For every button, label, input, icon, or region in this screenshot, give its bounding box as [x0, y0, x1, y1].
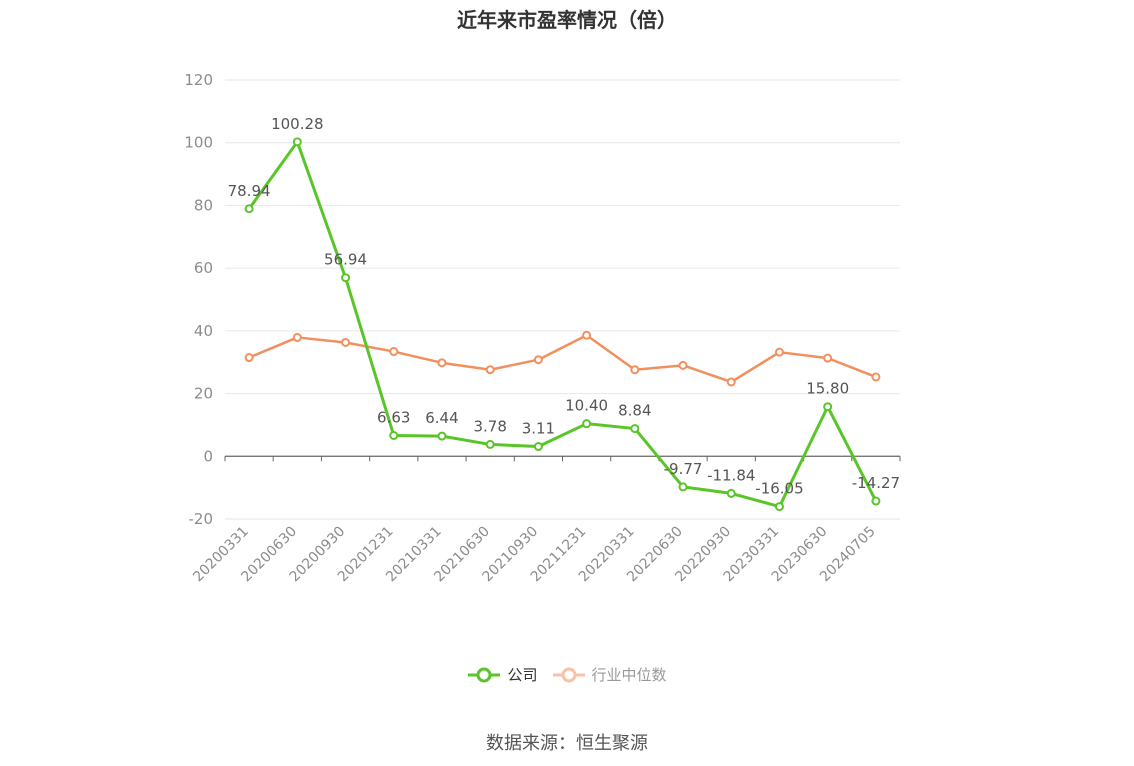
data-source-note: 数据来源：恒生聚源	[486, 733, 648, 754]
data-point-industry	[871, 372, 881, 382]
data-point-industry	[389, 347, 399, 357]
chart-legend: 公司 行业中位数	[0, 664, 1134, 685]
data-point-industry	[341, 337, 351, 347]
data-label-company: 100.28	[271, 115, 324, 133]
data-label-company: 6.44	[425, 409, 458, 427]
data-point-company	[292, 137, 302, 147]
data-label-company: -14.27	[852, 474, 900, 492]
data-point-industry	[437, 358, 447, 368]
data-point-company	[582, 419, 592, 429]
data-label-company: 6.63	[377, 408, 410, 426]
legend-label-company: 公司	[507, 666, 538, 684]
legend-label-industry: 行业中位数	[591, 666, 667, 684]
data-point-company	[244, 204, 254, 214]
data-label-company: 3.78	[473, 417, 506, 435]
y-tick-label: 120	[184, 71, 213, 89]
legend-item-company[interactable]: 公司	[467, 664, 538, 685]
data-point-company	[678, 482, 688, 492]
data-point-industry	[774, 347, 784, 357]
data-point-company	[630, 424, 640, 434]
y-tick-label: 80	[194, 196, 213, 214]
line-chart: -200204060801001202020033120200630202009…	[184, 71, 901, 585]
data-label-company: -9.77	[664, 460, 703, 478]
data-point-company	[437, 431, 447, 441]
data-label-company: 78.94	[228, 182, 271, 200]
data-point-industry	[582, 330, 592, 340]
data-point-company	[823, 402, 833, 412]
data-point-company	[774, 502, 784, 512]
y-tick-label: -20	[189, 510, 214, 528]
data-point-company	[726, 488, 736, 498]
series-line-company	[247, 140, 878, 509]
legend-line-circle-icon	[468, 667, 501, 682]
data-point-company	[389, 430, 399, 440]
data-point-company	[533, 442, 543, 452]
data-point-company	[871, 496, 881, 506]
data-label-company: 8.84	[618, 402, 651, 420]
data-label-company: 3.11	[522, 420, 555, 438]
data-label-company: 15.80	[806, 380, 849, 398]
data-label-company: 56.94	[324, 251, 367, 269]
data-point-industry	[630, 365, 640, 375]
data-label-company: 10.40	[565, 397, 608, 415]
data-point-industry	[485, 365, 495, 375]
data-label-company: -11.84	[707, 466, 755, 484]
legend-item-industry[interactable]: 行业中位数	[552, 664, 667, 685]
data-label-company: -16.05	[755, 480, 803, 498]
data-point-industry	[292, 332, 302, 342]
data-point-industry	[678, 360, 688, 370]
data-point-company	[341, 273, 351, 283]
y-tick-label: 20	[194, 385, 213, 403]
y-tick-label: 60	[194, 259, 213, 277]
y-tick-label: 0	[203, 447, 213, 465]
data-point-company	[485, 439, 495, 449]
data-point-industry	[726, 377, 736, 387]
y-tick-label: 100	[184, 134, 213, 152]
chart-title: 近年来市盈率情况（倍）	[457, 8, 677, 32]
legend-line-circle-icon	[552, 667, 585, 682]
y-tick-label: 40	[194, 322, 213, 340]
data-point-industry	[533, 355, 543, 365]
data-point-industry	[244, 353, 254, 363]
series-line-industry	[248, 333, 877, 384]
data-point-industry	[823, 353, 833, 363]
